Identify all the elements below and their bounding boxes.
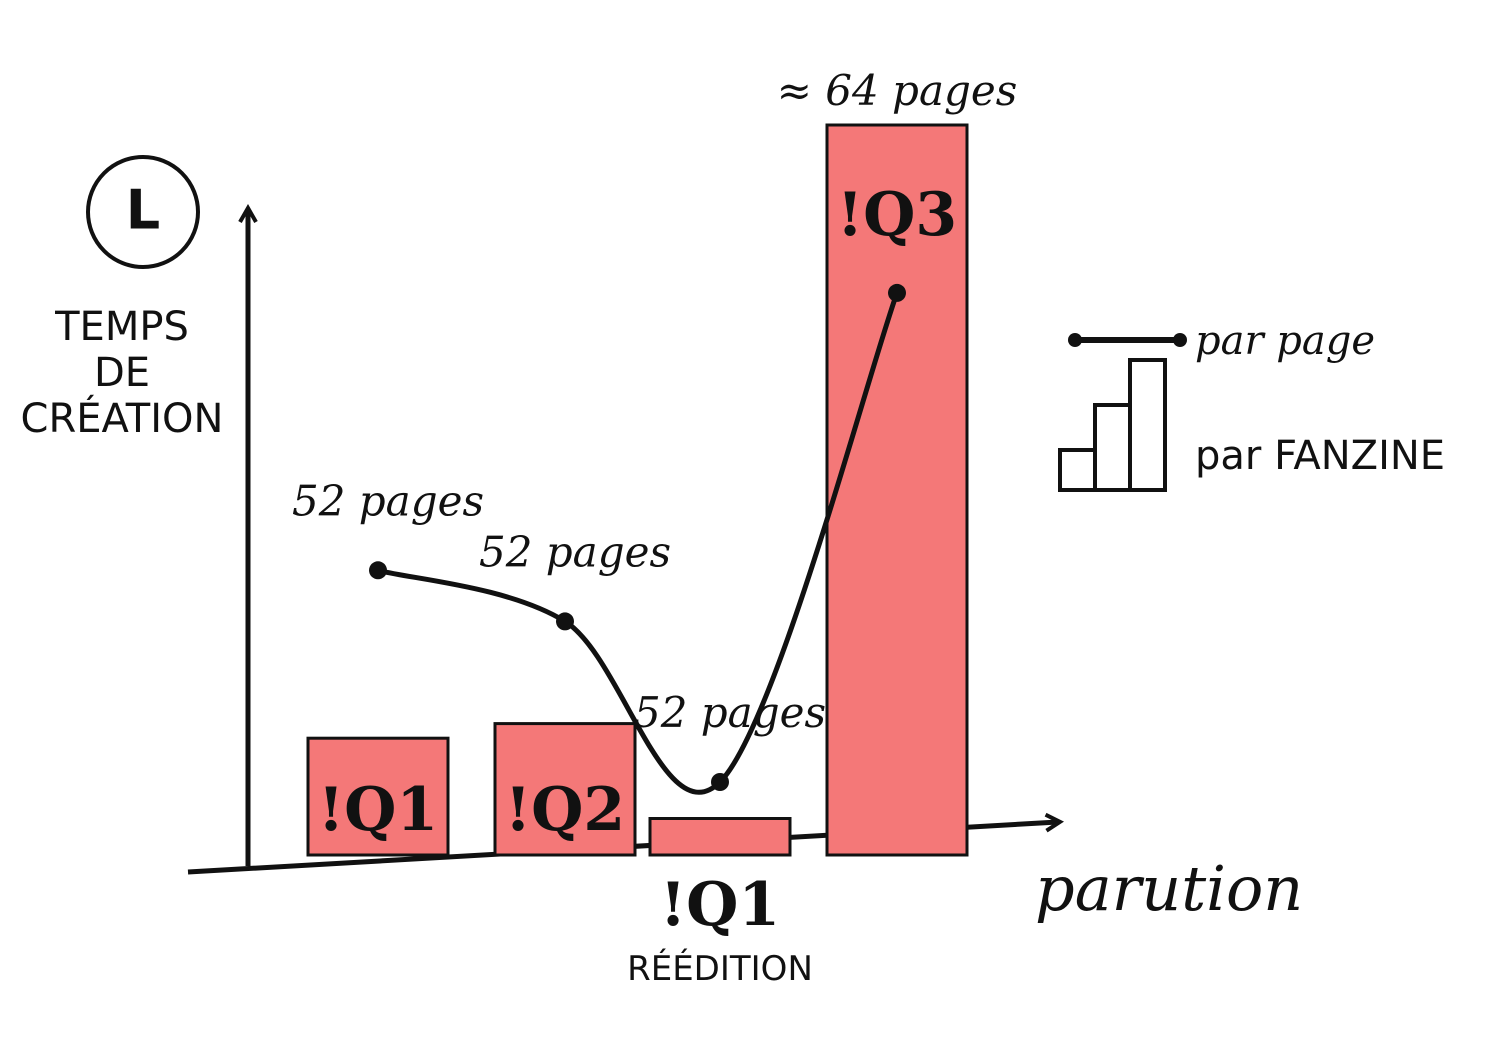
- clock-icon: [86, 155, 200, 269]
- icon-letter: L: [126, 179, 160, 242]
- bar-annotation: ≈ 64 pages: [777, 66, 1018, 115]
- category-note: RÉÉDITION: [627, 948, 813, 989]
- y-axis-label-line: CRÉATION: [21, 394, 224, 442]
- line-point: [556, 612, 574, 631]
- y-axis-label: TEMPS DE CRÉATION: [21, 304, 224, 442]
- legend-bar: [1093, 403, 1132, 492]
- legend-label: par page: [1195, 318, 1375, 364]
- bar: [306, 736, 450, 857]
- bar: [648, 817, 792, 857]
- point-annotation: 52 pages: [634, 688, 826, 737]
- legend-dot: [1068, 333, 1082, 347]
- legend-label: par FANZINE: [1195, 433, 1445, 479]
- bar: [493, 722, 637, 857]
- legend-bar: [1058, 448, 1097, 492]
- category-label: !Q2: [505, 775, 625, 845]
- legend-bar: [1128, 358, 1167, 492]
- point-annotation: 52 pages: [292, 476, 484, 525]
- category-label: !Q1: [318, 775, 438, 845]
- line-point: [711, 773, 729, 791]
- category-label: !Q3: [837, 180, 957, 250]
- y-axis-label-line: TEMPS: [54, 304, 189, 350]
- bar: [825, 123, 969, 857]
- legend-dot: [1173, 333, 1187, 347]
- x-axis-label: parution: [1035, 852, 1303, 925]
- line: [377, 292, 900, 795]
- line-point: [369, 561, 387, 580]
- category-label: !Q1: [660, 870, 780, 940]
- line-point: [888, 283, 906, 302]
- y-axis-label-line: DE: [94, 350, 150, 396]
- point-annotation: 52 pages: [479, 527, 671, 576]
